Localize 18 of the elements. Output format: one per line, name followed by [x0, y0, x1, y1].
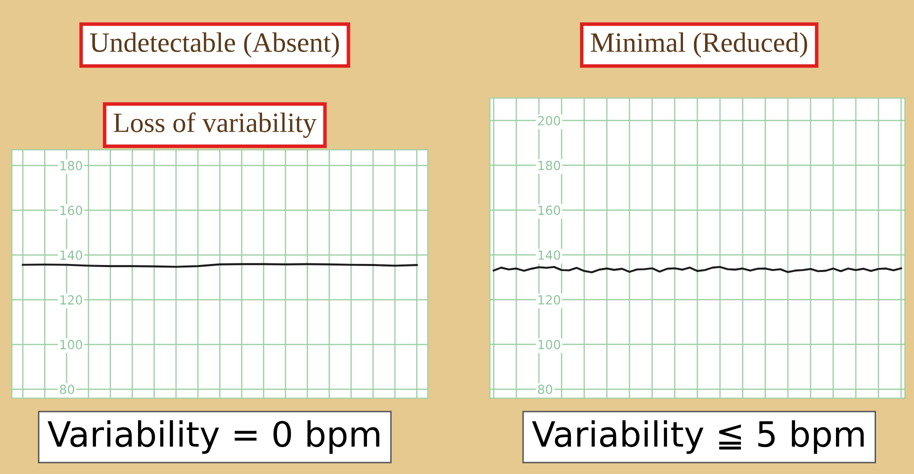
y-tick-label: 160 — [538, 206, 560, 215]
y-tick-label: 180 — [60, 160, 82, 170]
y-tick-label: 80 — [60, 384, 74, 394]
chart-title: Undetectable (Absent) — [90, 32, 339, 58]
y-tick-label: 140 — [538, 250, 560, 260]
y-tick-label: 180 — [538, 160, 560, 170]
y-tick-label: 120 — [60, 295, 82, 305]
y-tick-label: 100 — [538, 340, 560, 350]
y-tick-label: 100 — [60, 340, 82, 350]
y-tick-label: 140 — [60, 250, 82, 260]
y-tick-label: 160 — [60, 206, 82, 216]
y-tick-label: 120 — [538, 295, 560, 305]
text: Loss of variability — [114, 112, 317, 138]
chart-title: Minimal (Reduced) — [590, 32, 808, 58]
y-tick-label: 200 — [538, 116, 560, 126]
y-tick-label: 80 — [538, 384, 552, 394]
text: Variability = 0 bpm — [48, 420, 380, 454]
text: Variability ≦ 5 bpm — [532, 420, 864, 454]
